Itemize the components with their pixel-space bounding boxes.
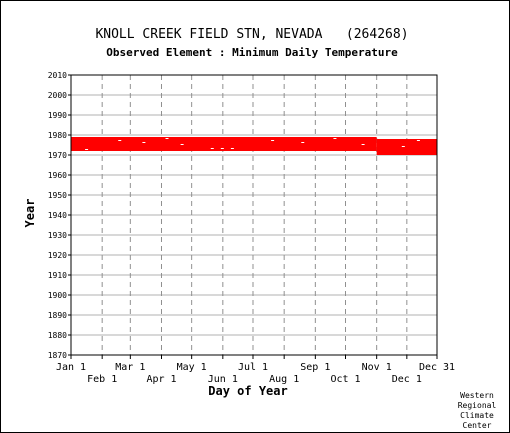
x-tick-label-dec-1: Dec 1: [392, 374, 422, 385]
y-axis-label: Year: [23, 199, 37, 228]
x-tick-label-jul-1: Jul 1: [238, 362, 268, 373]
chart-title: KNOLL CREEK FIELD STN, NEVADA (264268): [95, 27, 408, 42]
missing-data-gap-7: [220, 148, 224, 149]
credit-line-3: Climate: [460, 411, 494, 420]
data-layer: [71, 137, 437, 155]
credit-block: Western Regional Climate Center: [458, 391, 497, 430]
x-tick-label-sep-1: Sep 1: [300, 362, 330, 373]
credit-line-1: Western: [460, 391, 494, 400]
missing-data-gap-4: [165, 138, 169, 139]
credit-line-2: Regional: [458, 401, 497, 410]
x-tick-label-nov-1: Nov 1: [362, 362, 392, 373]
missing-data-gap-9: [271, 140, 275, 141]
y-tick-label-1960: 1960: [48, 171, 67, 180]
y-tick-label-1970: 1970: [48, 151, 67, 160]
y-tick-label-1870: 1870: [48, 351, 67, 360]
grid-layer: [71, 74, 437, 356]
y-tick-label-1950: 1950: [48, 191, 67, 200]
data-band-1: [71, 137, 377, 151]
missing-data-gap-5: [180, 144, 184, 145]
y-tick-label-2010: 2010: [48, 71, 67, 80]
missing-data-gap-14: [416, 140, 420, 141]
y-tick-label-1890: 1890: [48, 311, 67, 320]
missing-data-gap-1: [85, 149, 89, 150]
data-band-2: [376, 139, 437, 155]
y-tick-label-1940: 1940: [48, 211, 67, 220]
y-tick-label-1910: 1910: [48, 271, 67, 280]
y-tick-label-1930: 1930: [48, 231, 67, 240]
missing-data-gap-12: [361, 144, 365, 145]
y-tick-label-1990: 1990: [48, 111, 67, 120]
missing-data-gap-8: [230, 148, 234, 149]
y-tick-label-1880: 1880: [48, 331, 67, 340]
x-tick-label-oct-1: Oct 1: [330, 374, 360, 385]
x-tick-label-aug-1: Aug 1: [269, 374, 299, 385]
plot-area-border: [70, 74, 438, 356]
axis-layer: 2010 2000 1990 1980 1970 1960 1950 1940 1930 1920…: [48, 71, 455, 385]
x-tick-label-may-1: May 1: [177, 362, 207, 373]
missing-data-gap-2: [118, 140, 122, 141]
missing-data-gap-13: [401, 146, 405, 147]
y-tick-label-1980: 1980: [48, 131, 67, 140]
x-tick-label-dec-31: Dec 31: [419, 362, 455, 373]
x-tick-label-apr-1: Apr 1: [146, 374, 176, 385]
y-tick-label-1900: 1900: [48, 291, 67, 300]
y-tick-label-2000: 2000: [48, 91, 67, 100]
y-tick-label-1920: 1920: [48, 251, 67, 260]
missing-data-gap-10: [301, 142, 305, 143]
x-tick-label-feb-1: Feb 1: [87, 374, 117, 385]
x-tick-label-jun-1: Jun 1: [208, 374, 238, 385]
x-tick-label-mar-1: Mar 1: [115, 362, 145, 373]
x-axis-label: Day of Year: [208, 384, 287, 398]
credit-line-4: Center: [463, 421, 492, 430]
x-tick-label-jan-1: Jan 1: [56, 362, 86, 373]
missing-data-gap-11: [333, 138, 337, 139]
chart-subtitle: Observed Element : Minimum Daily Tempera…: [106, 46, 398, 59]
missing-data-gap-3: [142, 142, 146, 143]
missing-data-gap-6: [210, 148, 214, 149]
